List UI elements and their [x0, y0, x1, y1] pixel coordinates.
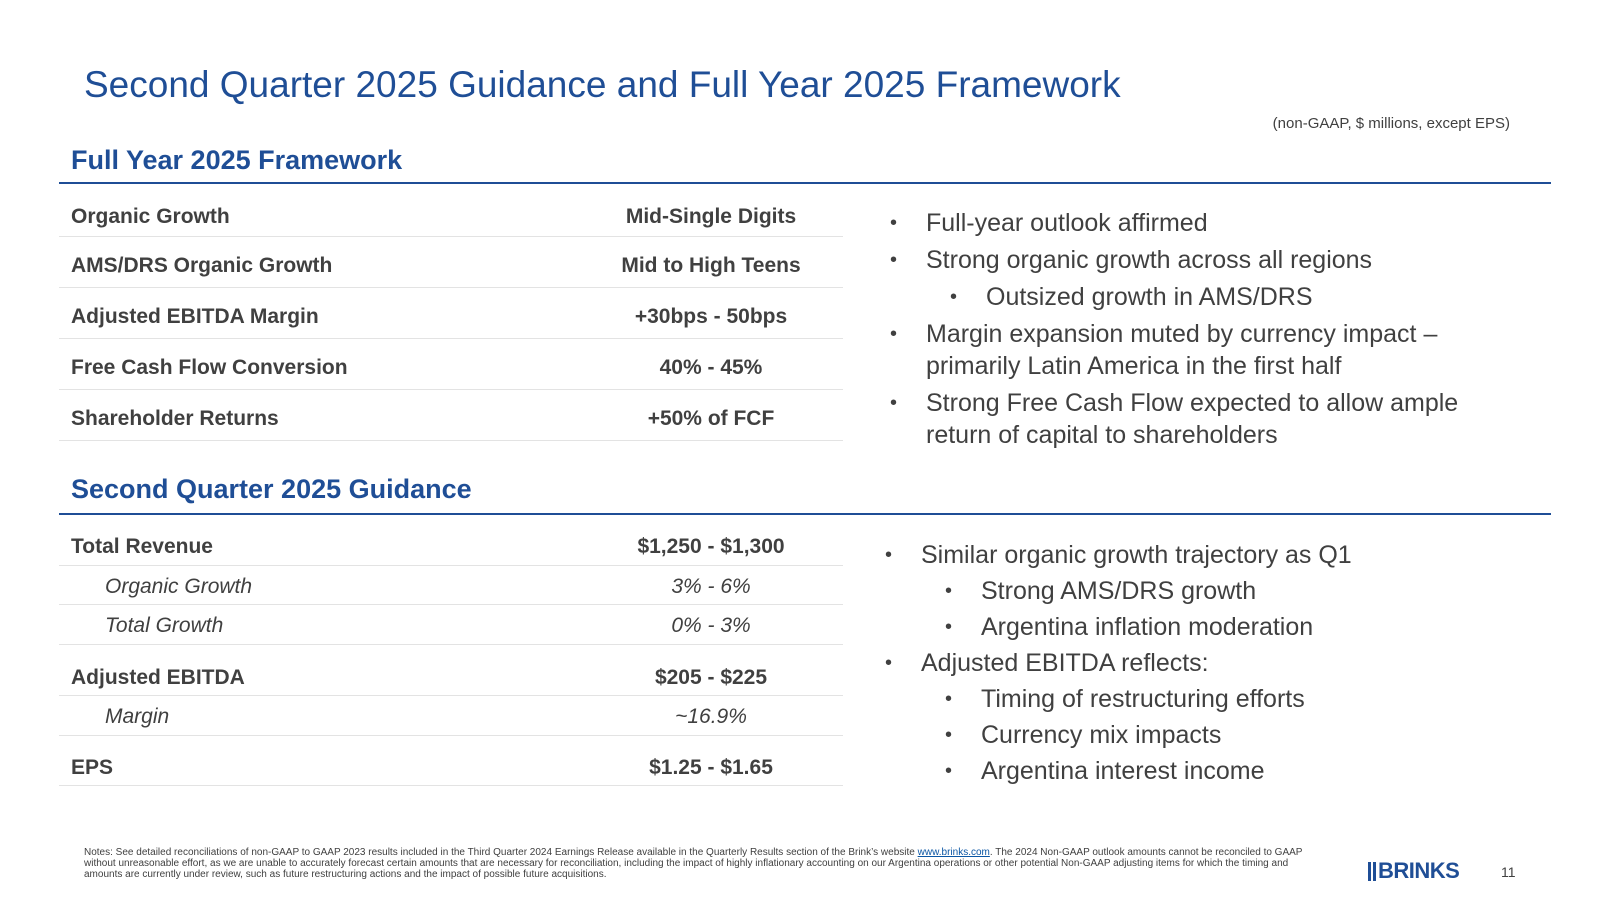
row-label: Total Revenue: [71, 535, 213, 558]
bullet-item: • Full-year outlook affirmed: [886, 207, 1458, 239]
sub-bullet-item: • Strong AMS/DRS growth: [881, 575, 1352, 607]
table-row: EPS $1.25 - $1.65: [59, 736, 843, 786]
table-row: AMS/DRS Organic Growth Mid to High Teens: [59, 237, 843, 288]
bullet-dot: •: [945, 724, 953, 746]
row-label: Adjusted EBITDA: [71, 666, 245, 689]
table-row: Shareholder Returns +50% of FCF: [59, 390, 843, 441]
bullet-text-continued: return of capital to shareholders: [926, 421, 1278, 449]
bullet-item: • Strong organic growth across all region…: [886, 244, 1458, 276]
row-value: 3% - 6%: [671, 575, 751, 598]
bullet-dot: •: [890, 249, 898, 271]
bullet-dot: •: [945, 688, 953, 710]
framework-heading: Full Year 2025 Framework: [71, 145, 403, 175]
footnote-text-continued: . The 2024 Non-GAAP outlook amounts cann…: [84, 847, 1303, 880]
bullet-text: Strong organic growth across all regions: [926, 246, 1373, 274]
framework-divider: [59, 182, 1551, 184]
logo-bars-icon: [1368, 861, 1376, 881]
table-row: Adjusted EBITDA Margin +30bps - 50bps: [59, 288, 843, 339]
sub-bullet-item: • Timing of restructuring efforts: [881, 683, 1352, 715]
row-value: 0% - 3%: [671, 614, 751, 637]
framework-bullets: • Full-year outlook affirmed • Strong orga…: [886, 207, 1458, 456]
row-value: $1.25 - $1.65: [649, 756, 773, 779]
bullet-text: Currency mix impacts: [981, 721, 1222, 749]
bullet-text: Outsized growth in AMS/DRS: [986, 283, 1313, 311]
bullet-dot: •: [945, 580, 953, 602]
bullet-dot: •: [890, 392, 898, 414]
row-value: $1,250 - $1,300: [637, 535, 785, 558]
bullet-dot: •: [950, 286, 958, 308]
row-label: Shareholder Returns: [71, 407, 279, 430]
sub-bullet-item: • Argentina interest income: [881, 755, 1352, 787]
website-link[interactable]: www.brinks.com: [917, 847, 990, 858]
page-number: 11: [1501, 864, 1516, 880]
bullet-text: Margin expansion muted by currency impac…: [926, 320, 1438, 348]
footnote: Notes: See detailed reconciliations of n…: [84, 847, 1314, 880]
bullet-dot: •: [885, 544, 893, 566]
bullet-item: • Margin expansion muted by currency impa…: [886, 318, 1458, 382]
bullet-item: • Similar organic growth trajectory as Q1: [881, 539, 1352, 571]
row-label: Total Growth: [105, 614, 224, 637]
footnote-text: Notes: See detailed reconciliations of n…: [84, 847, 918, 858]
bullet-text: Full-year outlook affirmed: [926, 209, 1208, 237]
row-value: ~16.9%: [675, 705, 747, 728]
sub-bullet-item: • Argentina inflation moderation: [881, 611, 1352, 643]
bullet-item: • Strong Free Cash Flow expected to allow…: [886, 387, 1458, 451]
bullet-text: Strong AMS/DRS growth: [981, 577, 1257, 605]
brinks-logo: BRINKS: [1368, 858, 1460, 883]
row-value: +50% of FCF: [647, 407, 775, 430]
sub-bullet-item: • Outsized growth in AMS/DRS: [886, 281, 1458, 313]
bullet-dot: •: [945, 760, 953, 782]
page-title: Second Quarter 2025 Guidance and Full Ye…: [84, 64, 1121, 105]
guidance-bullets: • Similar organic growth trajectory as Q1…: [881, 539, 1352, 791]
row-value: Mid-Single Digits: [625, 205, 797, 228]
bullet-text: Similar organic growth trajectory as Q1: [921, 541, 1352, 569]
table-row: Organic Growth 3% - 6%: [59, 566, 843, 605]
sub-bullet-item: • Currency mix impacts: [881, 719, 1352, 751]
bullet-text: Argentina inflation moderation: [981, 613, 1314, 641]
guidance-heading: Second Quarter 2025 Guidance: [71, 474, 472, 504]
row-label: Organic Growth: [105, 575, 253, 598]
table-row: Organic Growth Mid-Single Digits: [59, 188, 843, 237]
bullet-dot: •: [890, 323, 898, 345]
row-label: Margin: [105, 705, 170, 728]
row-label: AMS/DRS Organic Growth: [71, 254, 333, 277]
bullet-text-continued: primarily Latin America in the first hal…: [926, 352, 1342, 380]
bullet-dot: •: [945, 616, 953, 638]
bullet-item: • Adjusted EBITDA reflects:: [881, 647, 1352, 679]
table-row: Free Cash Flow Conversion 40% - 45%: [59, 339, 843, 390]
row-label: Adjusted EBITDA Margin: [71, 305, 319, 328]
row-value: Mid to High Teens: [621, 254, 801, 277]
units-note: (non-GAAP, $ millions, except EPS): [1272, 115, 1510, 132]
logo-wordmark: BRINKS: [1378, 858, 1460, 883]
bullet-text: Timing of restructuring efforts: [981, 685, 1305, 713]
row-label: Free Cash Flow Conversion: [71, 356, 348, 379]
row-value: 40% - 45%: [659, 356, 763, 379]
table-row: Total Revenue $1,250 - $1,300: [59, 519, 843, 566]
table-row: Total Growth 0% - 3%: [59, 605, 843, 645]
row-value: $205 - $225: [654, 666, 768, 689]
row-value: +30bps - 50bps: [634, 305, 788, 328]
framework-table: Organic Growth Mid-Single Digits AMS/DRS…: [59, 188, 843, 441]
row-label: Organic Growth: [71, 205, 230, 228]
guidance-divider: [59, 513, 1551, 515]
bullet-text: Strong Free Cash Flow expected to allow …: [926, 389, 1459, 417]
table-row: Margin ~16.9%: [59, 696, 843, 736]
guidance-table: Total Revenue $1,250 - $1,300 Organic Gr…: [59, 519, 843, 786]
bullet-text: Adjusted EBITDA reflects:: [921, 649, 1209, 677]
bullet-dot: •: [885, 652, 893, 674]
bullet-dot: •: [890, 212, 898, 234]
bullet-text: Argentina interest income: [981, 757, 1265, 785]
row-label: EPS: [71, 756, 114, 779]
table-row: Adjusted EBITDA $205 - $225: [59, 645, 843, 696]
